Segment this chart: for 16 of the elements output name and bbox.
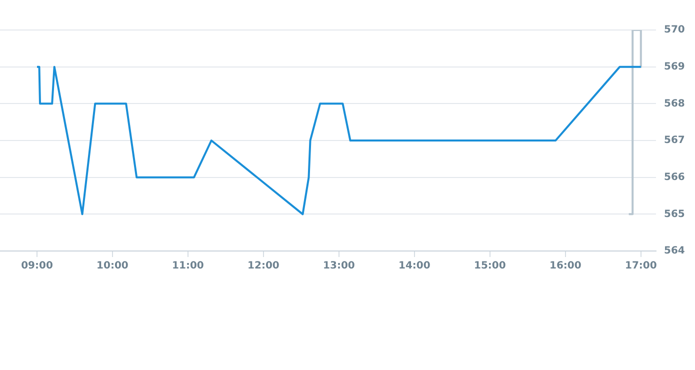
- x-tick-label: 16:00: [549, 260, 582, 272]
- y-tick-label: 567: [664, 135, 685, 146]
- x-tick-label: 12:00: [248, 260, 280, 272]
- y-tick-label: 566: [664, 172, 685, 183]
- y-tick-label: 565: [664, 208, 685, 220]
- x-tick-label: 15:00: [474, 260, 506, 272]
- x-tick-label: 13:00: [323, 260, 355, 272]
- y-tick-label: 569: [664, 61, 685, 72]
- x-tick-label: 17:00: [624, 260, 657, 272]
- y-tick-label: 564: [664, 246, 685, 257]
- x-tick-label: 11:00: [172, 260, 204, 272]
- x-tick-label: 14:00: [398, 260, 430, 272]
- x-tick-label: 10:00: [96, 260, 128, 272]
- x-tick-label: 09:00: [21, 260, 53, 272]
- y-tick-label: 568: [664, 98, 685, 110]
- y-tick-label: 570: [664, 24, 685, 36]
